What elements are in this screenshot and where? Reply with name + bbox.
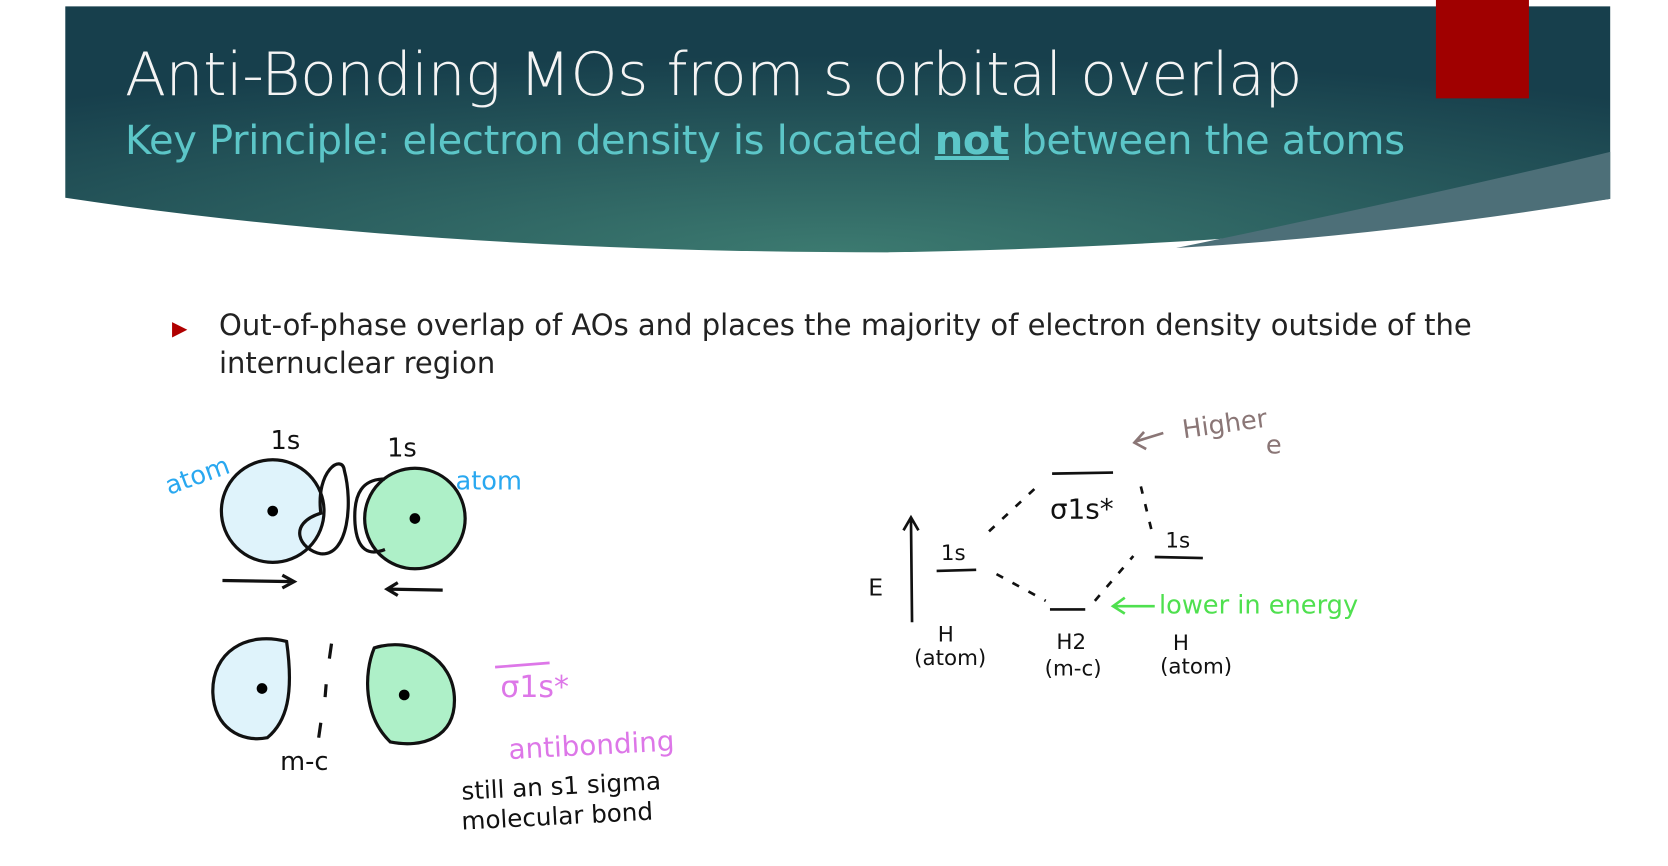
slide-title: Anti-Bonding MOs from s orbital overlap — [125, 40, 1303, 110]
atom-label-right: atom — [456, 467, 522, 497]
right-1s-level — [1154, 555, 1203, 560]
nucleus-dot — [256, 683, 268, 694]
left-1s-level — [936, 568, 977, 573]
left-atom-sub: (atom) — [914, 646, 986, 671]
nodal-plane-line — [317, 643, 334, 738]
nucleus-dot — [409, 513, 421, 524]
nucleus-dot — [267, 505, 279, 517]
overlap-lobe-right — [353, 477, 386, 554]
middle-label: H2 — [1056, 630, 1086, 655]
sigma-bar — [494, 661, 550, 669]
correlation-lines — [988, 485, 1154, 603]
overlap-lobe-left — [298, 462, 350, 556]
slide-subtitle: Key Principle: electron density is locat… — [125, 118, 1405, 164]
energy-arrow-icon — [902, 514, 920, 623]
left-orbital-diagram — [211, 458, 467, 746]
higher-label: Higher — [1180, 404, 1269, 446]
header-accent-sliver — [1176, 151, 1611, 249]
right-level-label: 1s — [1165, 528, 1190, 553]
green-half-orbital — [366, 643, 457, 746]
sigma-antibonding-label: σ1s* — [500, 670, 569, 705]
header-banner — [65, 6, 1611, 253]
subtitle-post: between the atoms — [1008, 118, 1405, 164]
red-accent-tab — [1435, 0, 1529, 99]
higher-sub-label: e — [1266, 430, 1282, 460]
bullet-text: Out-of-phase overlap of AOs and places t… — [219, 308, 1472, 380]
right-atom-label: H — [1173, 631, 1189, 656]
energy-axis-label: E — [868, 574, 883, 602]
higher-arrow-icon — [1132, 431, 1164, 451]
right-atom-sub: (atom) — [1160, 655, 1232, 680]
lower-energy-label: lower in energy — [1159, 591, 1358, 621]
label-1s-left: 1s — [271, 426, 301, 456]
middle-sub: (m-c) — [1045, 657, 1102, 682]
node-label: m-c — [280, 747, 328, 777]
arrow-right-icon — [222, 573, 298, 590]
antibonding-label: antibonding — [508, 724, 676, 766]
mo-energy-diagram — [902, 431, 1203, 623]
sigma-star-label: σ1s* — [1050, 493, 1114, 526]
left-level-label: 1s — [941, 541, 966, 566]
lower-arrow-icon — [1110, 596, 1155, 615]
subtitle-emphasis: not — [934, 118, 1009, 164]
subtitle-pre: Key Principle: electron density is locat… — [125, 118, 935, 164]
sigma-star-level — [1052, 471, 1114, 475]
label-1s-right: 1s — [387, 434, 417, 464]
arrow-left-icon — [383, 581, 443, 597]
bullet-arrow-icon: ▶ — [172, 316, 188, 340]
nucleus-dot — [398, 689, 410, 701]
blue-half-orbital — [211, 637, 292, 741]
left-atom-label: H — [938, 622, 954, 647]
